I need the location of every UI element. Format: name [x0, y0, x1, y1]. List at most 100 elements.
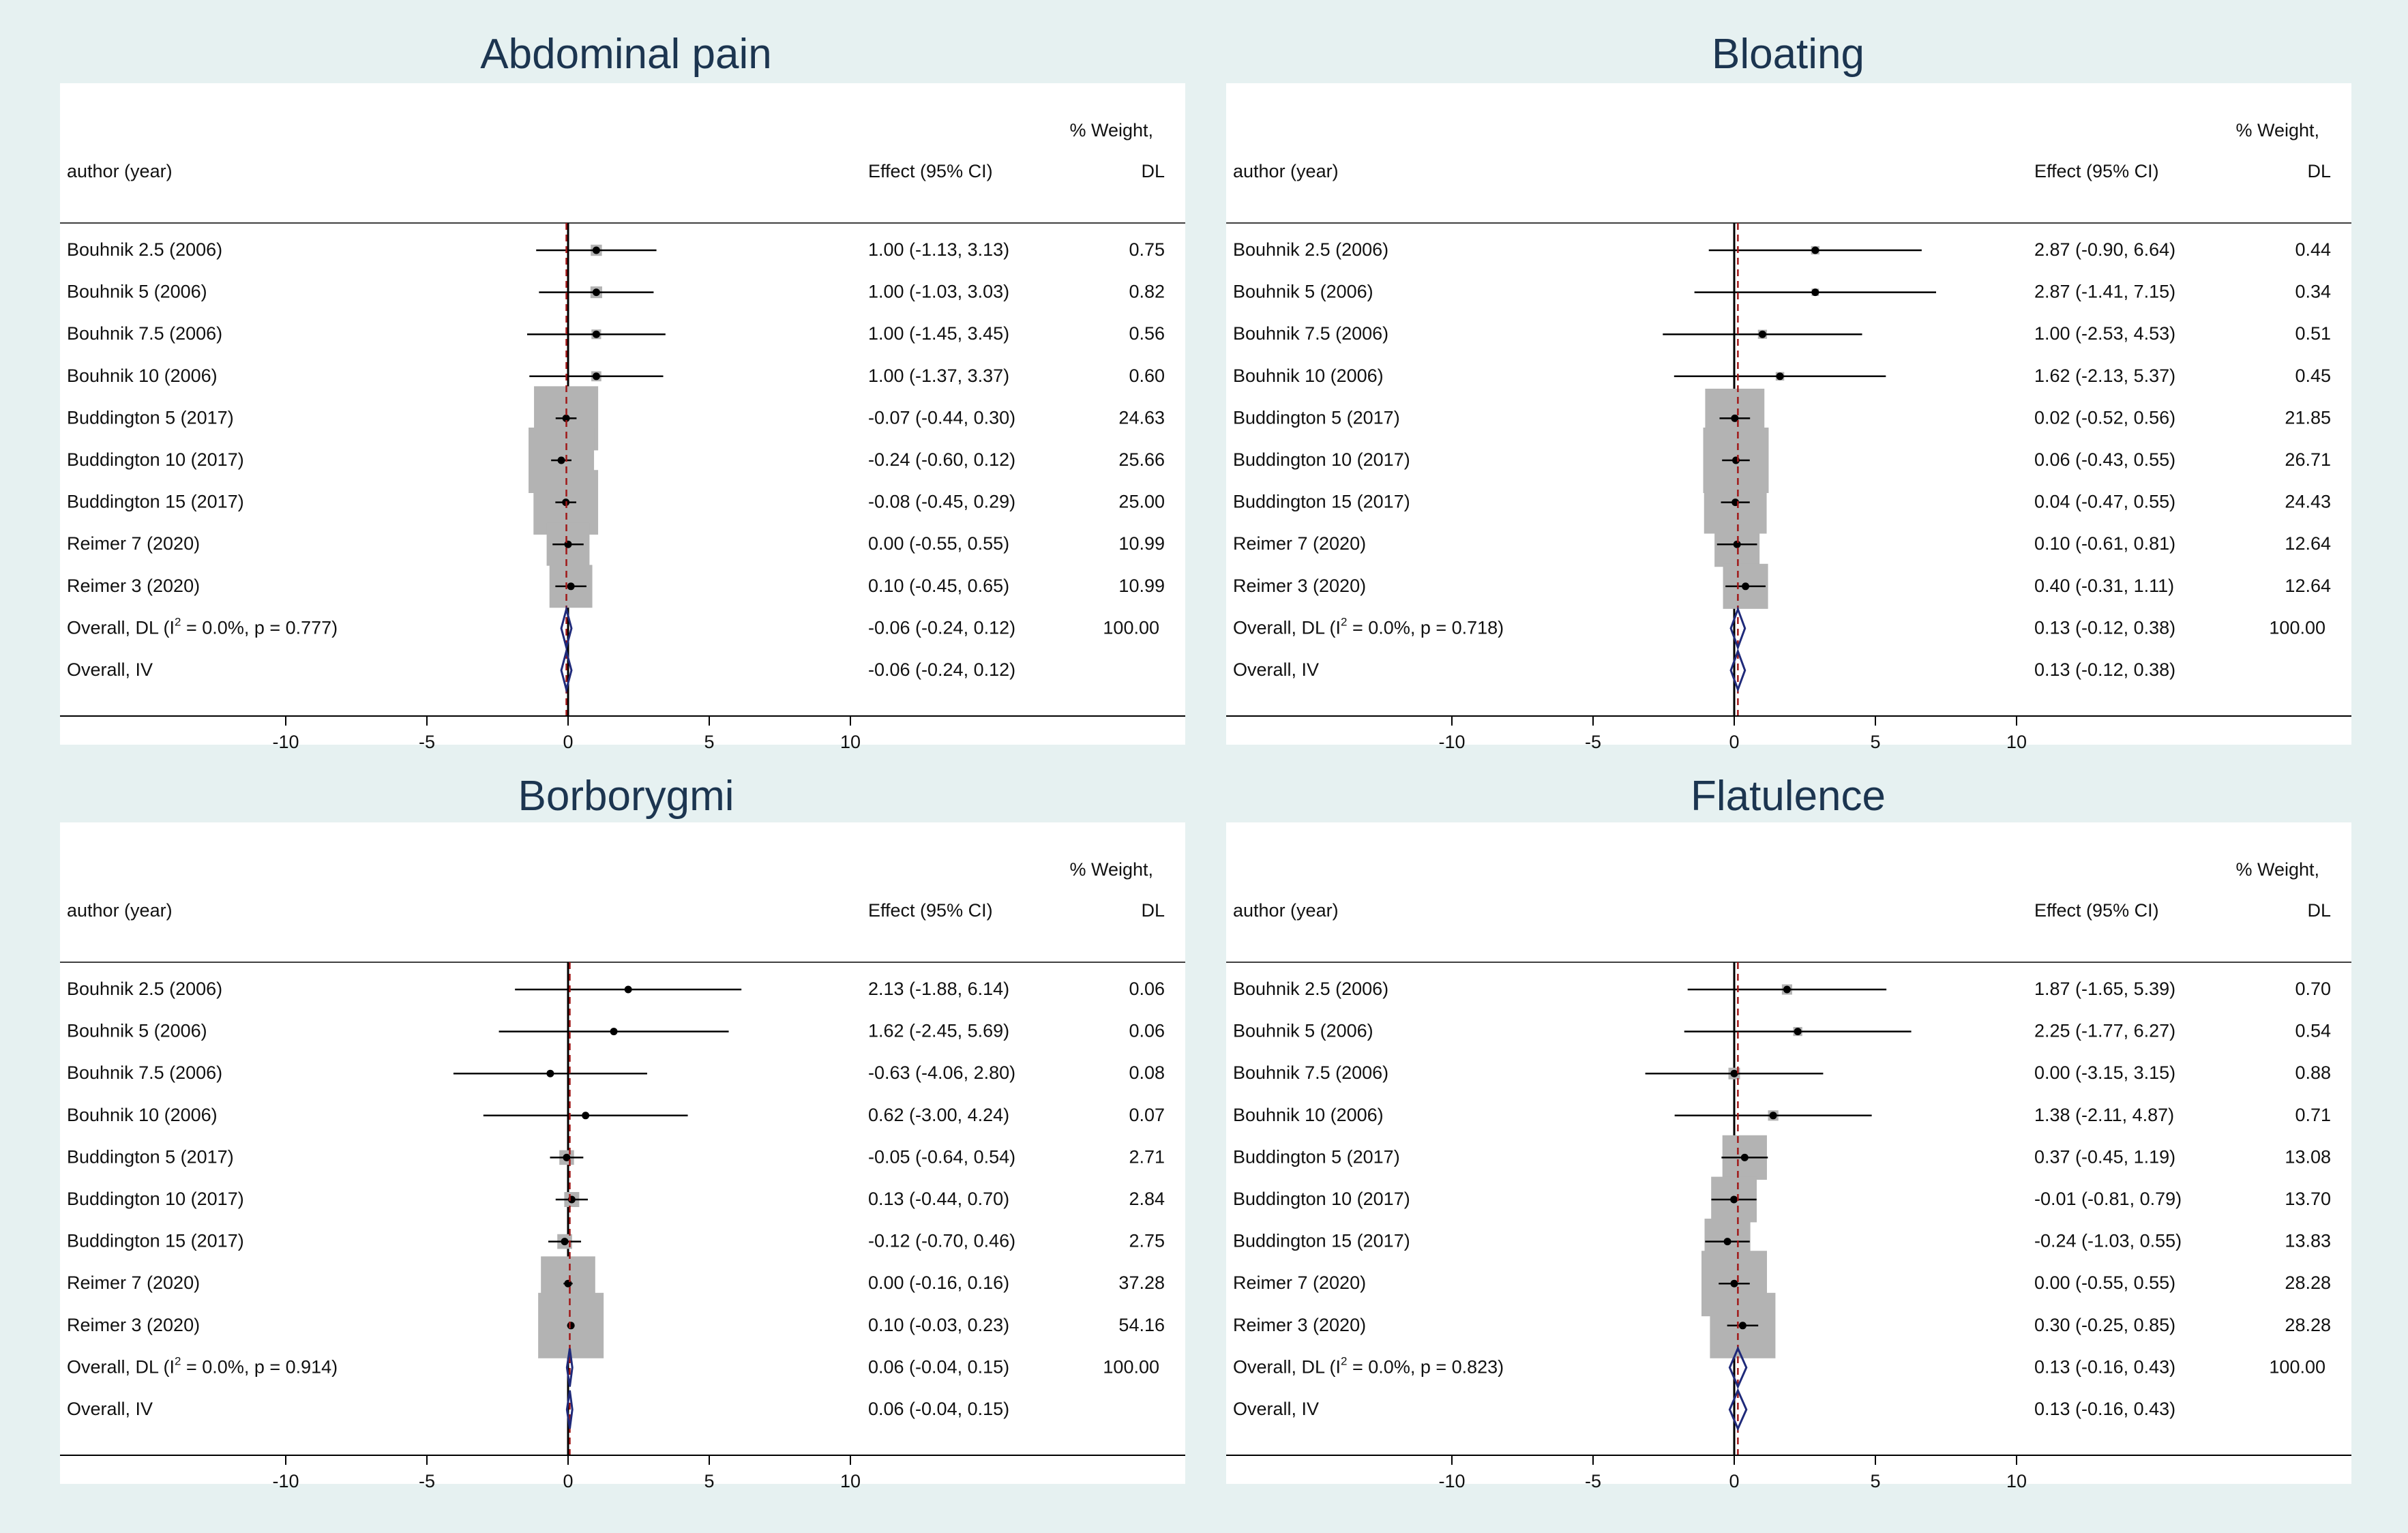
weight-value: 0.88	[2295, 1062, 2331, 1083]
point-estimate	[1730, 1069, 1738, 1077]
study-row: Reimer 7 (2020) 0.10 (-0.61, 0.81) 12.64	[1233, 522, 2331, 567]
overall-dl-label-prefix: Overall, DL (I	[67, 1356, 175, 1377]
effect-ci-value: -0.05 (-0.64, 0.54)	[868, 1146, 1015, 1167]
study-row: Buddington 5 (2017) 0.37 (-0.45, 1.19) 13.…	[1233, 1135, 2331, 1180]
weight-value: 13.70	[2285, 1189, 2331, 1209]
study-row: Bouhnik 2.5 (2006) 1.87 (-1.65, 5.39) 0.70	[1233, 979, 2331, 999]
x-axis-tick-label: -10	[272, 1471, 299, 1491]
overall-iv-diamond	[1729, 648, 1746, 693]
point-estimate	[582, 1112, 590, 1120]
study-label: Reimer 7 (2020)	[1233, 1272, 1366, 1293]
x-axis-tick-label: -10	[1438, 1471, 1465, 1491]
effect-ci-value: 1.00 (-1.37, 3.37)	[868, 366, 1009, 386]
overall-dl-label-superscript: 2	[1341, 615, 1347, 628]
weight-column-header-line1: % Weight,	[2235, 859, 2319, 880]
point-estimate	[563, 1153, 571, 1161]
study-label: Reimer 7 (2020)	[67, 1272, 200, 1293]
study-label: Bouhnik 10 (2006)	[67, 1105, 218, 1125]
overall-iv-label: Overall, IV	[1233, 1399, 1319, 1419]
weight-value: 10.99	[1118, 533, 1165, 554]
effect-ci-value: 2.13 (-1.88, 6.14)	[868, 979, 1009, 999]
overall-dl-diamond	[1728, 1345, 1748, 1390]
study-label: Bouhnik 5 (2006)	[67, 282, 207, 302]
effect-ci-value: -0.63 (-4.06, 2.80)	[868, 1062, 1015, 1083]
point-estimate	[557, 456, 565, 464]
study-label: Reimer 3 (2020)	[67, 1315, 200, 1335]
overall-dl-row: Overall, DL (I2 = 0.0%, p = 0.914) 0.06 (…	[67, 1348, 1159, 1387]
overall-dl-label-superscript: 2	[175, 615, 181, 628]
weight-value: 26.71	[2285, 449, 2331, 470]
weight-value: 24.43	[2285, 492, 2331, 512]
study-row: Buddington 10 (2017) 0.13 (-0.44, 0.70) 2.…	[67, 1189, 1165, 1209]
point-estimate	[1731, 414, 1739, 422]
weight-value: 24.63	[1118, 407, 1165, 428]
x-axis-tick-label: -10	[1438, 732, 1465, 752]
study-label: Bouhnik 10 (2006)	[1233, 1105, 1384, 1125]
overall-iv-row: Overall, IV 0.13 (-0.12, 0.38)	[1233, 648, 2175, 693]
overall-dl-effect: 0.06 (-0.04, 0.15)	[868, 1356, 1009, 1377]
overall-iv-label: Overall, IV	[67, 1399, 153, 1419]
study-row: Bouhnik 5 (2006) 2.25 (-1.77, 6.27) 0.54	[1233, 1021, 2331, 1041]
point-estimate	[1794, 1028, 1802, 1036]
effect-ci-value: 0.10 (-0.03, 0.23)	[868, 1315, 1009, 1335]
plot-area	[1226, 822, 2351, 1484]
study-label: Bouhnik 7.5 (2006)	[67, 1062, 222, 1083]
effect-ci-value: -0.24 (-0.60, 0.12)	[868, 449, 1015, 470]
weight-value: 28.28	[2285, 1272, 2331, 1293]
study-label: Reimer 7 (2020)	[1233, 533, 1366, 554]
study-label: Buddington 15 (2017)	[67, 492, 244, 512]
point-estimate	[567, 582, 575, 591]
x-axis-tick-label: 0	[1729, 1471, 1739, 1491]
overall-iv-row: Overall, IV 0.13 (-0.16, 0.43)	[1233, 1388, 2175, 1431]
point-estimate	[1740, 1153, 1749, 1161]
study-label: Buddington 5 (2017)	[1233, 1146, 1400, 1167]
weight-column-header-line1: % Weight,	[1069, 120, 1153, 140]
weight-column-header-line2: DL	[2307, 161, 2331, 181]
study-column-header: author (year)	[1233, 900, 1339, 921]
effect-ci-value: 2.87 (-0.90, 6.64)	[2034, 239, 2175, 260]
overall-iv-diamond	[560, 647, 573, 694]
point-estimate	[562, 414, 570, 422]
weight-value: 0.82	[1129, 282, 1165, 302]
overall-dl-label-suffix: = 0.0%, p = 0.777)	[181, 617, 338, 638]
effect-ci-value: 0.02 (-0.52, 0.56)	[2034, 407, 2175, 428]
point-estimate	[1723, 1238, 1731, 1246]
study-row: Bouhnik 2.5 (2006) 2.13 (-1.88, 6.14) 0.06	[67, 979, 1165, 999]
overall-dl-label-suffix: = 0.0%, p = 0.718)	[1348, 617, 1504, 638]
overall-iv-effect: 0.13 (-0.12, 0.38)	[2034, 659, 2175, 680]
study-row: Bouhnik 5 (2006) 2.87 (-1.41, 7.15) 0.34	[1233, 282, 2331, 302]
effect-ci-value: 2.87 (-1.41, 7.15)	[2034, 282, 2175, 302]
weight-value: 0.60	[1129, 366, 1165, 386]
panel-title: Flatulence	[1691, 773, 1886, 820]
study-row: Reimer 3 (2020) 0.30 (-0.25, 0.85) 28.28	[1233, 1292, 2331, 1358]
overall-dl-diamond	[1729, 606, 1746, 651]
point-estimate	[546, 1069, 554, 1077]
weight-value: 0.34	[2295, 282, 2331, 302]
point-estimate	[1730, 1279, 1738, 1288]
overall-dl-weight: 100.00	[2269, 1356, 2325, 1377]
study-label: Buddington 15 (2017)	[67, 1231, 244, 1251]
study-label: Bouhnik 10 (2006)	[1233, 366, 1384, 386]
weight-value: 25.00	[1118, 492, 1165, 512]
study-row: Buddington 15 (2017) -0.12 (-0.70, 0.46) 2…	[67, 1231, 1165, 1251]
point-estimate	[567, 1322, 575, 1330]
study-label: Bouhnik 5 (2006)	[67, 1021, 207, 1041]
effect-ci-value: 1.62 (-2.45, 5.69)	[868, 1021, 1009, 1041]
study-label: Bouhnik 7.5 (2006)	[1233, 1062, 1388, 1083]
weight-value: 21.85	[2285, 407, 2331, 428]
panel-title: Borborygmi	[518, 773, 734, 820]
effect-ci-value: 1.00 (-1.03, 3.03)	[868, 282, 1009, 302]
weight-value: 25.66	[1118, 449, 1165, 470]
point-estimate	[1742, 582, 1750, 591]
x-axis-tick-label: 10	[2006, 1471, 2027, 1491]
effect-column-header: Effect (95% CI)	[2034, 161, 2159, 181]
weight-value: 12.64	[2285, 533, 2331, 554]
effect-column-header: Effect (95% CI)	[868, 161, 993, 181]
study-row: Bouhnik 2.5 (2006) 1.00 (-1.13, 3.13) 0.75	[67, 239, 1165, 260]
weight-value: 0.07	[1129, 1105, 1165, 1125]
x-axis-tick-label: -10	[272, 732, 299, 752]
study-label: Buddington 5 (2017)	[67, 407, 234, 428]
study-label: Buddington 15 (2017)	[1233, 492, 1410, 512]
point-estimate	[1733, 540, 1741, 548]
